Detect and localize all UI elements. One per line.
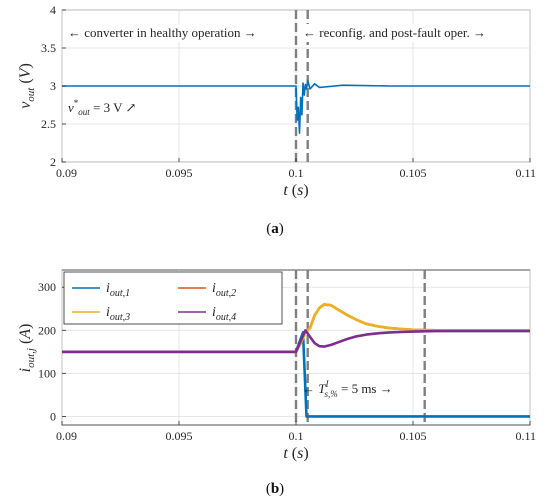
panel-a-ytick-label: 3: [50, 79, 56, 93]
panel-a-ytick-label: 2.5: [41, 117, 56, 131]
annotation-post-fault: ← reconfig. and post-fault oper. →: [303, 25, 486, 40]
panel-b-ytick-label: 200: [38, 323, 56, 337]
panel-b-x-label: t (s): [283, 445, 308, 462]
panel-b-y-ticks: 0 100 200 300: [38, 280, 66, 423]
legend: iout,1 iout,2 iout,3 iout,4: [63, 271, 283, 325]
panel-a-y-ticks: 2 2.5 3 3.5 4: [41, 3, 66, 169]
panel-a-xtick-label: 0.09: [56, 166, 77, 180]
panel-a: 0.09 0.095 0.1 0.105 0.11 2 2.5 3 3.5 4 ← conver…: [17, 3, 536, 237]
panel-a-x-label: t (s): [283, 182, 308, 199]
panel-a-ytick-label: 3.5: [41, 41, 56, 55]
panel-b-xtick-label: 0.11: [515, 429, 536, 443]
annotation-left-bg: [64, 24, 290, 42]
annotation-healthy: ← converter in healthy operation →: [68, 25, 257, 40]
panel-b-x-ticks: 0.09 0.095 0.1 0.105 0.11: [56, 421, 536, 443]
panel-b-ytick-label: 300: [38, 280, 56, 294]
panel-b-xtick-label: 0.095: [166, 429, 193, 443]
panel-a-xtick-label: 0.1: [289, 166, 304, 180]
panel-b-series: [62, 303, 530, 418]
panel-b: 0.09 0.095 0.1 0.105 0.11 0 100 200 300 iout,1 …: [17, 269, 536, 497]
panel-b-ytick-label: 100: [38, 366, 56, 380]
panel-a-xtick-label: 0.095: [166, 166, 193, 180]
panel-a-y-label: vout (V): [17, 63, 37, 109]
panel-a-xtick-label: 0.11: [515, 166, 536, 180]
panel-b-xtick-label: 0.1: [289, 429, 304, 443]
panel-b-caption: (b): [266, 481, 284, 497]
annotation-right-bg: [302, 24, 528, 42]
panel-a-series: [62, 79, 530, 134]
panel-a-x-ticks: 0.09 0.095 0.1 0.105 0.11: [56, 158, 536, 180]
legend-box: [63, 271, 283, 325]
panel-b-y-label: iout,j (A): [17, 324, 37, 373]
panel-a-ytick-label: 2: [50, 155, 56, 169]
panel-a-caption: (a): [266, 221, 284, 237]
panel-b-xtick-label: 0.09: [56, 429, 77, 443]
panel-a-xtick-label: 0.105: [400, 166, 427, 180]
panel-b-series-4: [62, 328, 530, 354]
panel-b-ytick-label: 0: [50, 409, 56, 423]
annotation-settling-time: ← TI s,% = 5 ms →: [302, 379, 393, 399]
panel-a-ytick-label: 4: [50, 3, 56, 17]
panel-b-xtick-label: 0.105: [400, 429, 427, 443]
panel-a-series-1: [62, 79, 530, 134]
annotation-reference: v*out = 3 V ↗: [68, 98, 136, 117]
